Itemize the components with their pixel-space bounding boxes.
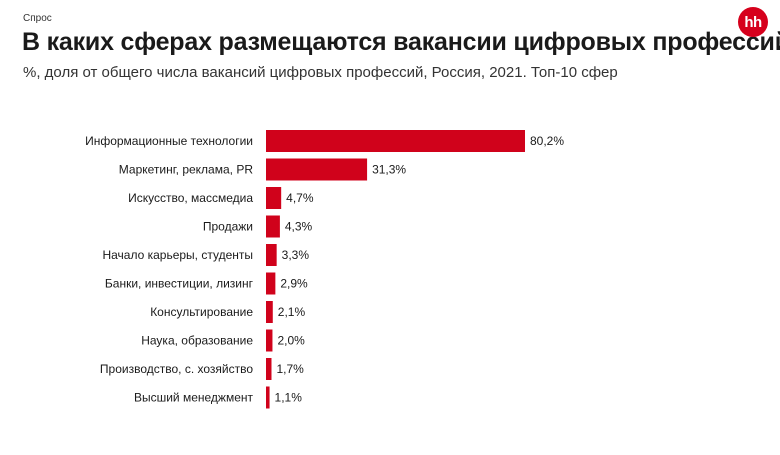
category-label: Начало карьеры, студенты bbox=[102, 248, 253, 262]
bar bbox=[266, 301, 273, 323]
category-label: Банки, инвестиции, лизинг bbox=[105, 277, 254, 291]
category-label: Производство, с. хозяйство bbox=[100, 362, 253, 376]
category-label: Маркетинг, реклама, PR bbox=[119, 163, 254, 177]
bar bbox=[266, 358, 272, 380]
hh-logo: hh bbox=[738, 7, 768, 37]
bar bbox=[266, 386, 270, 409]
value-label: 80,2% bbox=[530, 134, 564, 148]
value-label: 2,1% bbox=[278, 305, 306, 319]
category-label: Информационные технологии bbox=[85, 134, 253, 148]
bar bbox=[266, 130, 525, 152]
value-label: 3,3% bbox=[282, 248, 310, 262]
bar bbox=[266, 158, 368, 181]
bar bbox=[266, 215, 280, 238]
category-label: Высший менеджмент bbox=[134, 391, 254, 405]
bar bbox=[266, 244, 277, 266]
bar bbox=[266, 329, 273, 352]
value-label: 31,3% bbox=[372, 163, 406, 177]
section-label: Спрос bbox=[23, 13, 52, 24]
value-label: 4,7% bbox=[286, 191, 314, 205]
bar bbox=[266, 272, 276, 295]
value-label: 1,1% bbox=[275, 391, 303, 405]
bar bbox=[266, 187, 282, 209]
value-label: 2,9% bbox=[280, 277, 308, 291]
chart-title: В каких сферах размещаются вакансии цифр… bbox=[22, 28, 780, 56]
category-label: Консультирование bbox=[150, 305, 253, 319]
category-label: Продажи bbox=[203, 220, 253, 234]
category-label: Искусство, массмедиа bbox=[128, 191, 253, 205]
value-label: 1,7% bbox=[276, 362, 304, 376]
category-label: Наука, образование bbox=[141, 334, 253, 348]
value-label: 2,0% bbox=[277, 334, 305, 348]
chart-subtitle: %, доля от общего числа вакансий цифровы… bbox=[23, 64, 618, 81]
value-label: 4,3% bbox=[285, 220, 313, 234]
